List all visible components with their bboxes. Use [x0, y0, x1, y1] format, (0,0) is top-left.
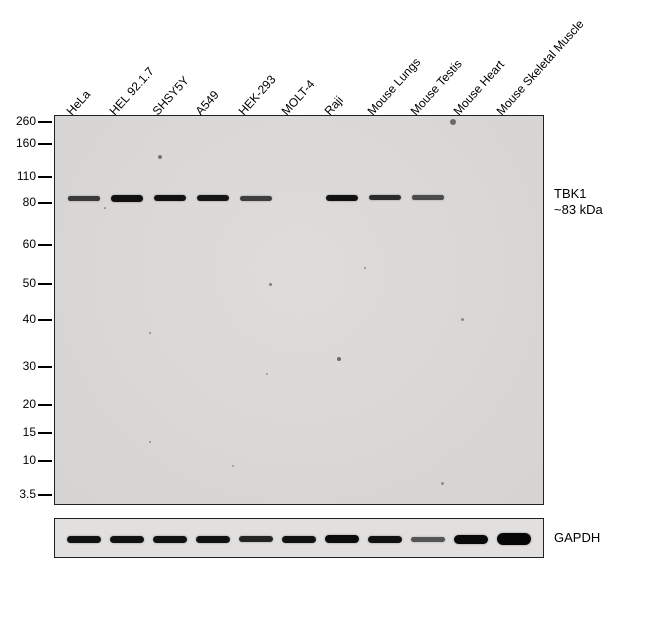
mw-label: 40: [6, 312, 36, 326]
gapdh-band: [497, 533, 531, 545]
lane-label: SHSY5Y: [150, 73, 192, 118]
mw-tick: [38, 319, 52, 321]
lane-label: HeLa: [64, 87, 94, 118]
mw-tick: [38, 404, 52, 406]
gapdh-band: [67, 536, 101, 543]
mw-tick: [38, 121, 52, 123]
lane-label: A549: [193, 88, 222, 118]
tbk1-band: [326, 195, 358, 201]
artifact-speck: [149, 441, 151, 443]
target-label-gapdh: GAPDH: [554, 530, 600, 545]
gapdh-band: [110, 536, 144, 543]
artifact-speck: [104, 207, 106, 209]
lane-label: HEL 92.1.7: [107, 64, 157, 118]
artifact-speck: [269, 283, 272, 286]
artifact-speck: [450, 119, 456, 125]
mw-label: 30: [6, 359, 36, 373]
artifact-speck: [441, 482, 444, 485]
gapdh-band: [239, 536, 273, 542]
tbk1-band: [412, 195, 444, 200]
artifact-speck: [337, 357, 341, 361]
lane-label: MOLT-4: [279, 77, 318, 118]
mw-tick: [38, 494, 52, 496]
mw-label: 160: [6, 136, 36, 150]
mw-label: 60: [6, 237, 36, 251]
gapdh-band: [282, 536, 316, 543]
mw-tick: [38, 176, 52, 178]
mw-label: 80: [6, 195, 36, 209]
mw-tick: [38, 366, 52, 368]
gapdh-band: [325, 535, 359, 543]
mw-label: 260: [6, 114, 36, 128]
tbk1-band: [111, 195, 143, 202]
artifact-speck: [149, 332, 151, 334]
tbk1-band: [154, 195, 186, 201]
mw-tick: [38, 432, 52, 434]
mw-label: 3.5: [6, 487, 36, 501]
lane-label: HEK-293: [236, 72, 279, 118]
target-label-tbk1-size: ~83 kDa: [554, 202, 603, 217]
tbk1-band: [197, 195, 229, 201]
mw-label: 110: [6, 169, 36, 183]
mw-label: 50: [6, 276, 36, 290]
mw-tick: [38, 143, 52, 145]
gapdh-band: [153, 536, 187, 543]
lane-label: Mouse Skeletal Muscle: [494, 17, 587, 118]
tbk1-band: [240, 196, 272, 201]
artifact-speck: [158, 155, 162, 159]
gapdh-band: [368, 536, 402, 543]
mw-tick: [38, 283, 52, 285]
mw-label: 15: [6, 425, 36, 439]
tbk1-band: [369, 195, 401, 200]
mw-tick: [38, 244, 52, 246]
gapdh-band: [196, 536, 230, 543]
artifact-speck: [364, 267, 366, 269]
mw-label: 20: [6, 397, 36, 411]
target-label-tbk1: TBK1: [554, 186, 587, 201]
artifact-speck: [232, 465, 234, 467]
tbk1-band: [68, 196, 100, 201]
mw-label: 10: [6, 453, 36, 467]
main-blot-box: [54, 115, 544, 505]
mw-tick: [38, 202, 52, 204]
main-blot-gradient: [55, 116, 543, 504]
gapdh-band: [454, 535, 488, 544]
mw-tick: [38, 460, 52, 462]
gapdh-band: [411, 537, 445, 542]
artifact-speck: [461, 318, 464, 321]
artifact-speck: [266, 373, 268, 375]
